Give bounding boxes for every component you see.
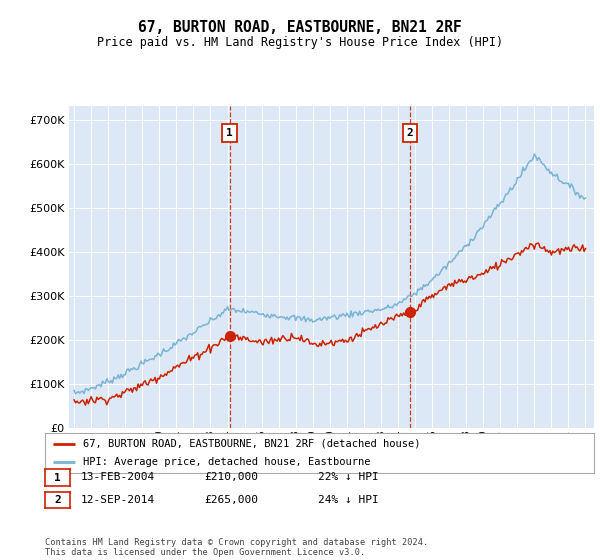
Text: £265,000: £265,000 xyxy=(204,494,258,505)
Text: 22% ↓ HPI: 22% ↓ HPI xyxy=(318,472,379,482)
Text: 13-FEB-2004: 13-FEB-2004 xyxy=(81,472,155,482)
Text: 2: 2 xyxy=(407,128,413,138)
Text: HPI: Average price, detached house, Eastbourne: HPI: Average price, detached house, East… xyxy=(83,458,371,467)
Text: 67, BURTON ROAD, EASTBOURNE, BN21 2RF: 67, BURTON ROAD, EASTBOURNE, BN21 2RF xyxy=(138,20,462,35)
Text: 24% ↓ HPI: 24% ↓ HPI xyxy=(318,494,379,505)
Text: 2: 2 xyxy=(54,495,61,505)
Text: 1: 1 xyxy=(226,128,233,138)
Text: Price paid vs. HM Land Registry's House Price Index (HPI): Price paid vs. HM Land Registry's House … xyxy=(97,36,503,49)
Text: 67, BURTON ROAD, EASTBOURNE, BN21 2RF (detached house): 67, BURTON ROAD, EASTBOURNE, BN21 2RF (d… xyxy=(83,439,421,449)
Text: 1: 1 xyxy=(54,473,61,483)
Text: £210,000: £210,000 xyxy=(204,472,258,482)
Text: 12-SEP-2014: 12-SEP-2014 xyxy=(81,494,155,505)
Text: Contains HM Land Registry data © Crown copyright and database right 2024.
This d: Contains HM Land Registry data © Crown c… xyxy=(45,538,428,557)
